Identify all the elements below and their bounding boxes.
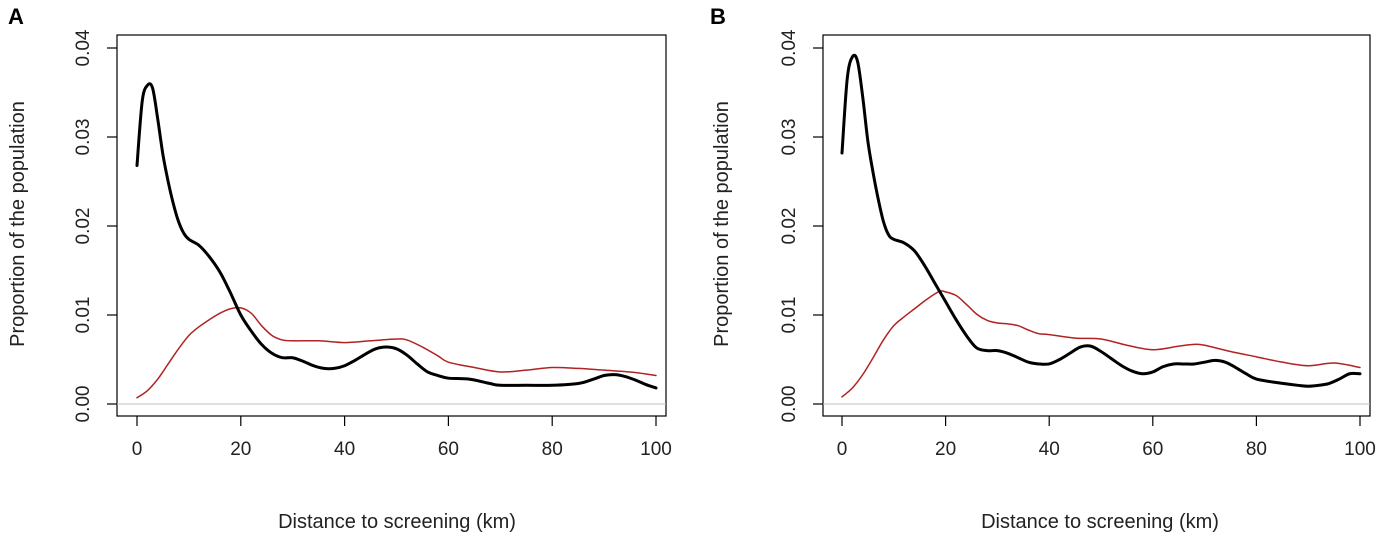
x-tick-label: 60: [1142, 439, 1163, 460]
series-group: [135, 82, 658, 399]
x-tick-label: 60: [438, 439, 459, 460]
y-tick-label: 0.03: [73, 119, 94, 156]
x-tick-label: 80: [542, 439, 563, 460]
x-axis-title: Distance to screening (km): [278, 511, 516, 533]
panel-label: A: [8, 4, 24, 29]
plot-frame: [822, 34, 1371, 417]
y-tick-label: 0.00: [779, 386, 800, 423]
y-tick-label: 0.04: [73, 29, 94, 66]
x-tick-label: 20: [935, 439, 956, 460]
x-tick-label: 0: [837, 439, 848, 460]
y-tick-label: 0.01: [779, 297, 800, 334]
y-tick-label: 0.00: [73, 386, 94, 423]
y-axis-title: Proportion of the population: [7, 101, 29, 347]
x-tick-label: 100: [1344, 439, 1376, 460]
panel-label: B: [710, 4, 726, 29]
plot-frame: [116, 34, 667, 417]
x-tick-label: 40: [334, 439, 355, 460]
y-tick-label: 0.02: [73, 208, 94, 245]
x-tick-label: 80: [1246, 439, 1267, 460]
x-axis: 0 20 40 60 80 100: [132, 416, 672, 460]
x-tick-label: 0: [132, 439, 143, 460]
x-tick-label: 100: [640, 439, 672, 460]
x-axis-title: Distance to screening (km): [981, 511, 1219, 533]
y-axis-title: Proportion of the population: [711, 101, 733, 347]
series-line-black: [840, 53, 1362, 388]
panel-a: A 0 20 40 60 80 100 0.00 0.01 0.02 0.03 0.04 Dist…: [7, 4, 672, 533]
series-line-red: [841, 290, 1361, 398]
y-axis: 0.00 0.01 0.02 0.03 0.04: [779, 29, 823, 422]
y-tick-label: 0.04: [779, 29, 800, 66]
y-tick-label: 0.03: [779, 119, 800, 156]
series-line-black: [135, 82, 658, 390]
series-line-red: [136, 306, 657, 399]
y-axis: 0.00 0.01 0.02 0.03 0.04: [73, 29, 117, 422]
panel-b: B 0 20 40 60 80 100 0.00 0.01 0.02 0.03 0.04 Dist…: [710, 4, 1376, 533]
y-tick-label: 0.01: [73, 297, 94, 334]
x-axis: 0 20 40 60 80 100: [837, 416, 1376, 460]
y-tick-label: 0.02: [779, 208, 800, 245]
x-tick-label: 20: [230, 439, 251, 460]
x-tick-label: 40: [1039, 439, 1060, 460]
series-group: [840, 53, 1362, 398]
